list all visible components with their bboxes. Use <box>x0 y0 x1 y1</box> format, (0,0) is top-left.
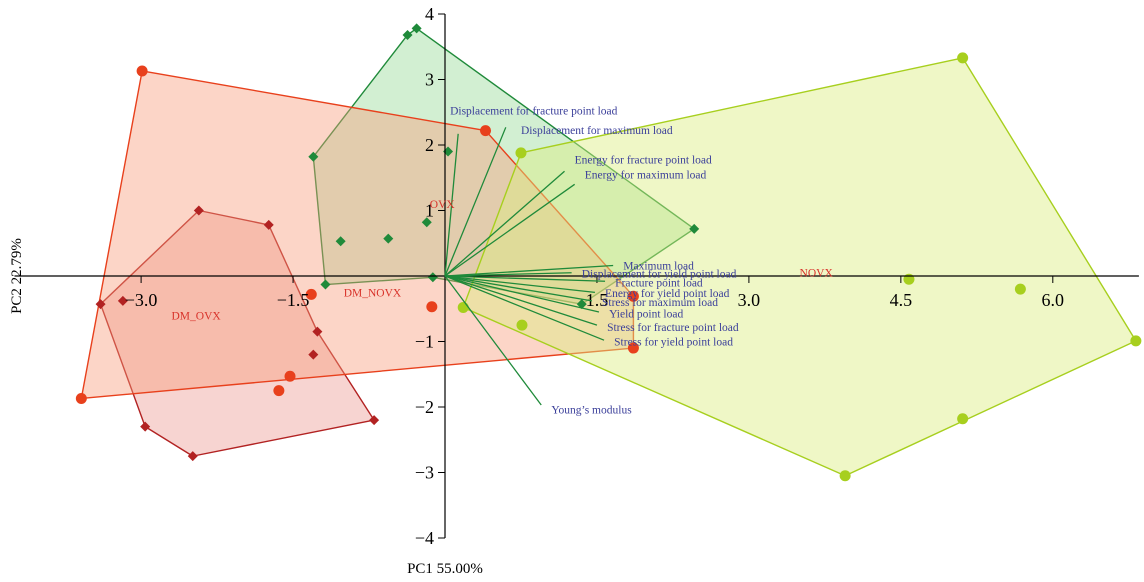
point-novx <box>1014 283 1026 295</box>
loading-vector-yield-point-load <box>444 275 600 313</box>
point-dm-novx <box>421 217 432 228</box>
y-tick-label: −2 <box>415 397 434 417</box>
point-ovx <box>136 65 148 77</box>
loading-label-young-s-modulus: Young’s modulus <box>551 405 632 417</box>
point-novx <box>516 319 528 331</box>
y-tick-label: 4 <box>425 4 434 24</box>
y-tick-label: 1 <box>425 201 434 221</box>
y-tick-label: −4 <box>415 528 434 548</box>
loading-label-energy-for-fracture-point-load: Energy for fracture point load <box>575 154 712 166</box>
loading-vector-displacement-for-maximum-load <box>444 127 507 277</box>
point-novx <box>1130 335 1142 347</box>
y-tick-label: 3 <box>425 70 434 90</box>
x-axis-ticks: −3.0 −1.5 1.5 3.0 4.5 6.0 <box>125 276 1064 310</box>
point-ovx <box>627 290 639 302</box>
point-ovx <box>284 370 296 382</box>
point-dm-ovx <box>308 349 319 360</box>
point-dm-ovx <box>187 451 198 462</box>
hull-novx <box>462 57 1137 477</box>
loading-label-energy-for-maximum-load: Energy for maximum load <box>585 169 707 181</box>
loading-label-displacement-for-yield-point-load: Displacement for yield point load <box>582 268 737 280</box>
point-dm-novx <box>335 236 346 247</box>
loading-label-maximum-load: Maximum load <box>623 261 694 273</box>
y-axis-ticks: 4 3 2 1 −1 −2 −3 −4 <box>415 4 445 548</box>
point-dm-ovx <box>193 205 204 216</box>
loading-label-displacement-for-maximum-load: Displacement for maximum load <box>521 125 673 137</box>
group-label-dm-ovx: DM_OVX <box>171 310 221 322</box>
point-dm-novx <box>308 151 319 162</box>
loading-vector-layer: Displacement for fracture point load Disp… <box>444 105 739 417</box>
group-label-novx: NOVX <box>800 268 834 280</box>
y-tick-label: 2 <box>425 135 434 155</box>
group-point-layer <box>75 23 1142 482</box>
point-novx <box>957 52 969 64</box>
loading-vector-young-s-modulus <box>444 275 542 406</box>
hull-dm-ovx <box>99 209 375 457</box>
loading-vector-stress-for-yield-point-load <box>444 275 605 341</box>
loading-vector-displacement-for-yield-point-load <box>444 272 572 277</box>
point-novx <box>515 147 527 159</box>
loading-vector-displacement-for-fracture-point-load <box>444 133 459 277</box>
point-dm-ovx <box>369 415 380 426</box>
x-tick-label: 4.5 <box>890 290 913 310</box>
point-ovx <box>426 301 438 313</box>
loading-vector-stress-for-fracture-point-load <box>444 275 598 326</box>
loading-label-stress-for-yield-point-load: Stress for yield point load <box>614 337 733 349</box>
point-novx <box>457 301 469 313</box>
point-dm-novx <box>427 272 438 283</box>
x-axis-title: PC1 55.00% <box>407 561 483 577</box>
hull-dm-novx <box>312 27 695 305</box>
loading-vector-energy-for-maximum-load <box>444 183 576 277</box>
loading-label-yield-point-load: Yield point load <box>609 308 683 320</box>
point-dm-ovx <box>117 295 128 306</box>
x-tick-label: −1.5 <box>277 290 310 310</box>
x-tick-label: −3.0 <box>125 290 158 310</box>
loading-label-stress-for-maximum-load: Stress for maximum load <box>602 297 718 309</box>
loading-vector-stress-for-maximum-load <box>444 275 592 302</box>
loading-vector-maximum-load <box>444 264 614 277</box>
group-label-ovx: OVX <box>430 199 456 211</box>
y-tick-label: −3 <box>415 463 434 483</box>
point-dm-novx <box>576 299 587 310</box>
point-dm-ovx <box>140 421 151 432</box>
point-ovx <box>627 342 639 354</box>
point-dm-novx <box>411 23 422 34</box>
loading-label-stress-for-fracture-point-load: Stress for fracture point load <box>607 322 739 334</box>
loading-label-displacement-for-fracture-point-load: Displacement for fracture point load <box>450 105 618 117</box>
point-dm-ovx <box>95 299 106 310</box>
point-ovx <box>480 125 492 137</box>
group-label-layer: DM_OVX DM_NOVX OVX NOVX <box>171 199 833 322</box>
y-axis-title: PC2 22.79% <box>9 238 25 314</box>
x-tick-label: 3.0 <box>738 290 761 310</box>
x-tick-label: 6.0 <box>1042 290 1065 310</box>
loading-label-energy-for-yield-point-load: Energy for yield point load <box>605 288 730 300</box>
loading-label-fracture-point-load: Fracture point load <box>615 278 703 290</box>
y-tick-label: −1 <box>415 332 434 352</box>
point-dm-novx <box>402 29 413 40</box>
point-dm-novx <box>320 279 331 290</box>
point-ovx <box>305 288 317 300</box>
loading-vector-energy-for-yield-point-load <box>444 275 595 294</box>
loading-vector-fracture-point-load <box>444 275 606 282</box>
point-novx <box>839 470 851 482</box>
axis-layer: −3.0 −1.5 1.5 3.0 4.5 6.0 4 3 2 1 −1 −2 −3 −4 <box>14 4 1139 548</box>
point-dm-ovx <box>263 219 274 230</box>
point-ovx <box>273 385 285 397</box>
point-novx <box>957 413 969 425</box>
point-dm-ovx <box>312 326 323 337</box>
point-dm-novx <box>383 233 394 244</box>
x-tick-label: 1.5 <box>586 290 609 310</box>
point-ovx <box>75 392 87 404</box>
point-dm-novx <box>689 223 700 234</box>
loading-vector-energy-for-fracture-point-load <box>444 170 565 277</box>
group-label-dm-novx: DM_NOVX <box>344 287 402 299</box>
